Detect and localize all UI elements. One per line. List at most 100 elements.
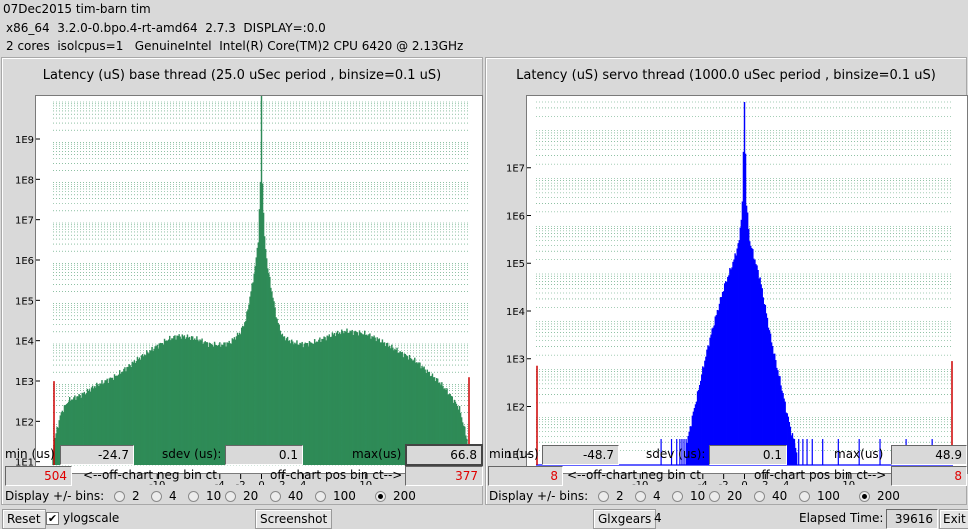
base-bins-radio-200[interactable] xyxy=(375,491,386,502)
histogram-bar xyxy=(297,344,299,465)
histogram-bar xyxy=(59,415,62,465)
base-bins-radio-4[interactable] xyxy=(151,491,162,502)
histogram-bar xyxy=(166,340,169,465)
histogram-bar xyxy=(332,334,335,465)
histogram-bar xyxy=(720,297,723,465)
histogram-bar xyxy=(461,422,464,465)
base-bins-radio-40[interactable] xyxy=(270,491,281,502)
histogram-bar xyxy=(704,360,706,465)
histogram-bar xyxy=(87,390,90,465)
histogram-bar xyxy=(350,331,352,465)
histogram-bar xyxy=(417,363,419,465)
exit-button[interactable]: Exit xyxy=(939,509,968,529)
servo-bins-radio-100[interactable] xyxy=(799,491,810,502)
histogram-bar xyxy=(769,333,772,465)
histogram-bar xyxy=(696,391,699,465)
histogram-bar xyxy=(457,409,460,465)
histogram-bar xyxy=(271,291,273,465)
histogram-bar xyxy=(282,336,285,465)
histogram-bar xyxy=(175,339,177,465)
reset-button[interactable]: Reset xyxy=(2,509,46,529)
histogram-bar xyxy=(133,360,136,465)
histogram-bar xyxy=(239,334,242,465)
base-neg-count: 504 xyxy=(5,466,72,486)
histogram-bar xyxy=(427,372,430,465)
histogram-bar xyxy=(411,360,414,465)
base-thread-title: Latency (uS) base thread (25.0 uSec peri… xyxy=(42,68,442,83)
histogram-bar xyxy=(731,267,733,465)
y-tick-label: 1E6 xyxy=(15,256,34,267)
histogram-bar xyxy=(791,433,794,465)
histogram-bar xyxy=(163,338,166,465)
glxgears-button[interactable]: Glxgears xyxy=(593,509,657,529)
histogram-bar xyxy=(737,243,739,465)
histogram-bar xyxy=(144,354,146,465)
histogram-bar xyxy=(284,340,287,465)
histogram-bar xyxy=(132,362,134,465)
base-sdev-value: 0.1 xyxy=(225,445,303,465)
histogram-bar xyxy=(421,365,423,465)
histogram-bar xyxy=(426,369,428,465)
servo-bins-radio-2[interactable] xyxy=(598,491,609,502)
histogram-bar xyxy=(420,368,422,465)
servo-bins-radio-40[interactable] xyxy=(754,491,765,502)
base-bins-radio-2[interactable] xyxy=(114,491,125,502)
histogram-bar xyxy=(436,378,439,465)
histogram-bar xyxy=(395,350,397,465)
histogram-bar xyxy=(386,342,389,465)
ylogscale-label: ylogscale xyxy=(63,511,120,525)
histogram-bar xyxy=(242,325,244,465)
base-bins-radio-20[interactable] xyxy=(225,491,236,502)
histogram-bar xyxy=(770,342,773,465)
histogram-bar xyxy=(718,303,721,465)
servo-bins-radio-4[interactable] xyxy=(635,491,646,502)
histogram-bar xyxy=(726,281,728,465)
histogram-bar xyxy=(195,339,197,465)
histogram-bar xyxy=(736,248,738,465)
histogram-bar xyxy=(77,396,79,465)
histogram-bar xyxy=(294,342,296,465)
histogram-bar xyxy=(368,334,370,465)
histogram-bar xyxy=(110,377,113,465)
histogram-bar xyxy=(384,346,387,465)
histogram-bar xyxy=(407,359,410,465)
histogram-bar xyxy=(221,344,223,465)
base-bins-option-label: 100 xyxy=(333,489,356,503)
histogram-bar xyxy=(302,347,304,465)
histogram-bar xyxy=(145,355,147,465)
histogram-bar xyxy=(304,342,307,465)
histogram-bar xyxy=(159,342,162,465)
histogram-bar xyxy=(75,399,77,465)
histogram-bar xyxy=(762,297,764,465)
base-sdev-label: sdev (us): xyxy=(162,447,222,461)
servo-bins-radio-10[interactable] xyxy=(672,491,683,502)
histogram-bar xyxy=(293,344,295,465)
histogram-bar xyxy=(265,258,268,465)
histogram-bar xyxy=(182,336,185,465)
histogram-bar xyxy=(733,259,735,465)
histogram-bar xyxy=(107,383,109,465)
histogram-bar xyxy=(222,344,224,465)
histogram-bar xyxy=(425,373,427,465)
base-bins-radio-100[interactable] xyxy=(315,491,326,502)
histogram-bar xyxy=(68,397,71,465)
histogram-bar xyxy=(354,330,357,465)
screenshot-button[interactable]: Screenshot xyxy=(255,509,333,529)
ylogscale-checkbox[interactable]: ✔ xyxy=(46,512,59,525)
servo-bins-radio-200[interactable] xyxy=(859,491,870,502)
histogram-bar xyxy=(790,435,793,465)
histogram-bar xyxy=(219,342,221,465)
histogram-bar xyxy=(445,389,447,465)
servo-bins-option-label: 20 xyxy=(727,489,743,503)
histogram-bar xyxy=(88,389,91,465)
histogram-bar xyxy=(751,247,753,465)
servo-bins-radio-20[interactable] xyxy=(709,491,720,502)
histogram-bar xyxy=(109,377,112,465)
histogram-bar xyxy=(281,333,284,465)
base-bins-radio-10[interactable] xyxy=(188,491,199,502)
histogram-bar xyxy=(277,322,279,465)
servo-thread-histogram xyxy=(526,95,968,474)
histogram-bar xyxy=(741,201,744,465)
y-tick-label: 1E1 xyxy=(506,450,525,461)
histogram-bar xyxy=(178,334,180,465)
